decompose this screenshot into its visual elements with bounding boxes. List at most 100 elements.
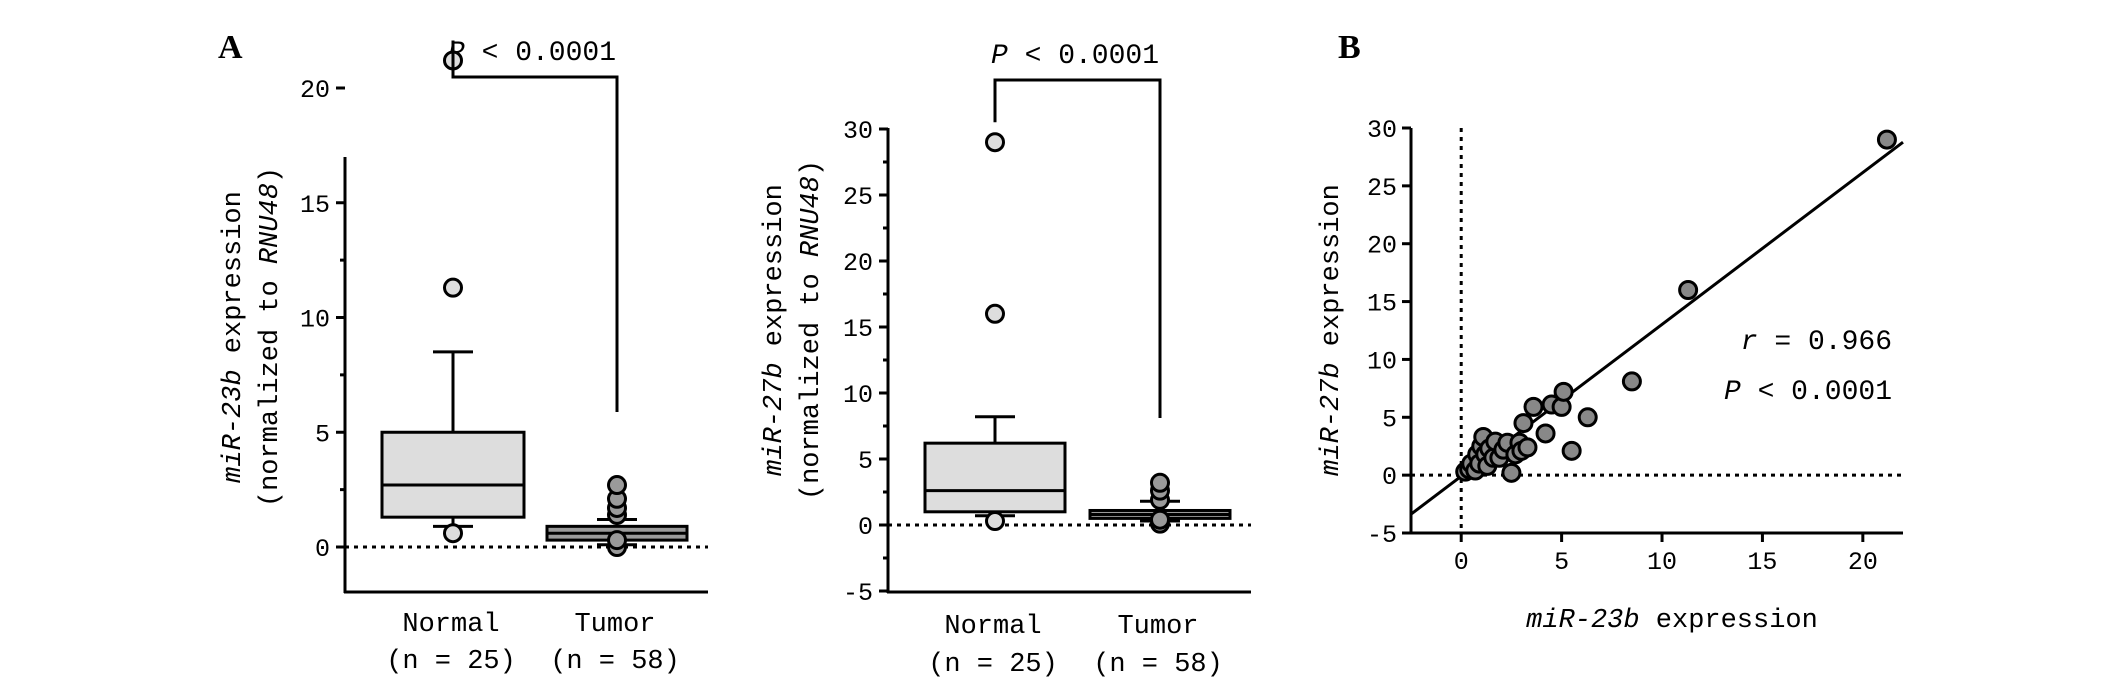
y-tick-label: -5 (843, 579, 873, 608)
x-tick-label: 15 (1747, 548, 1777, 577)
scatter-point (1535, 423, 1556, 444)
category-label-tumor: Tumor (1117, 612, 1198, 642)
y-tick-label: -5 (1367, 521, 1397, 550)
y-tick-label: 0 (1382, 463, 1397, 492)
mir27b-box-plot: miR-27b expression (normalized to RNU48)… (760, 41, 1251, 680)
scatter-point (1577, 407, 1598, 428)
y-tick-label: 5 (858, 447, 873, 476)
scatter-point (1553, 381, 1574, 402)
scatter-point (1621, 371, 1642, 392)
significance-label: P < 0.0001 (991, 41, 1159, 72)
y-axis-label-close: ) (256, 167, 286, 183)
y-axis-label: miR-23b expression (normalized to RNU48) (219, 167, 286, 507)
y-tick-label: 5 (315, 420, 330, 449)
y-axis-label-norm: (normalized to (797, 257, 827, 500)
outlier-point (985, 132, 1005, 153)
outlier-point (1150, 509, 1170, 530)
y-axis-label-text: expression (1317, 184, 1347, 362)
box-tumor (545, 475, 689, 557)
significance-p: P (991, 41, 1008, 72)
y-tick-label: 0 (858, 513, 873, 542)
interquartile-box (923, 441, 1067, 514)
panel-label-a: A (218, 29, 243, 66)
correlation-scatter-plot: miR-27b expression miR-23b expression r … (1317, 116, 1904, 636)
svg-text:miR-27b expression: miR-27b expression (760, 184, 790, 476)
y-tick-label: 15 (843, 315, 873, 344)
category-label-normal: Normal (402, 610, 499, 640)
outlier-point (443, 277, 463, 298)
significance-bracket (451, 40, 619, 412)
correlation-r-symbol: r (1741, 327, 1758, 358)
y-tick-label: 20 (300, 76, 330, 105)
scatter-point (1523, 396, 1544, 417)
y-tick-label: 5 (1382, 405, 1397, 434)
y-axis-label-text: expression (760, 184, 790, 362)
category-label-normal: Normal (944, 612, 1041, 642)
scatter-point (1561, 440, 1582, 461)
svg-text:(normalized to RNU48): (normalized to RNU48) (256, 167, 286, 507)
interquartile-box (380, 430, 526, 519)
category-n-tumor: (n = 58) (550, 647, 680, 677)
y-axis-label-gene: miR-27b (1317, 362, 1347, 475)
scatter-point (1876, 129, 1897, 150)
y-tick-label: 20 (1367, 232, 1397, 261)
y-axis-label-gene: miR-27b (760, 362, 790, 475)
box-tumor (1088, 472, 1232, 534)
x-tick-label: 5 (1554, 548, 1569, 577)
x-axis-label-text: expression (1640, 606, 1818, 636)
y-tick-label: 30 (1367, 116, 1397, 145)
significance-value: < 0.0001 (1008, 41, 1159, 72)
y-tick-label: 15 (1367, 290, 1397, 319)
category-n-normal: (n = 25) (386, 647, 516, 677)
mir23b-box-plot: miR-23b expression (normalized to RNU48)… (219, 38, 708, 677)
significance-label: P < 0.0001 (448, 38, 616, 69)
y-tick-label: 15 (300, 191, 330, 220)
svg-text:(normalized to RNU48): (normalized to RNU48) (797, 160, 827, 500)
x-axis-label: miR-23b expression (1526, 606, 1818, 636)
x-tick-label: 10 (1647, 548, 1677, 577)
panel-label-b: B (1338, 29, 1361, 66)
y-tick-label: 30 (843, 117, 873, 146)
significance-bracket (993, 78, 1162, 418)
y-tick-label: 25 (1367, 174, 1397, 203)
outlier-point (443, 523, 463, 544)
outlier-point (985, 511, 1005, 532)
category-n-tumor: (n = 58) (1093, 650, 1223, 680)
y-tick-label: 10 (843, 381, 873, 410)
scatter-point (1513, 413, 1534, 434)
y-tick-label: 20 (843, 249, 873, 278)
x-axis-label-gene: miR-23b (1526, 606, 1639, 636)
scatter-point (1678, 280, 1699, 300)
y-tick-label: 10 (1367, 347, 1397, 376)
x-tick-label: 20 (1848, 548, 1878, 577)
svg-text:miR-23b expression: miR-23b expression (219, 191, 249, 483)
y-axis-label-gene: miR-23b (219, 369, 249, 482)
y-axis-label: miR-27b expression (1317, 184, 1347, 476)
y-axis-label-ref: RNU48 (797, 176, 827, 257)
x-tick-label: 0 (1454, 548, 1469, 577)
y-axis-label-text: expression (219, 191, 249, 369)
y-axis-label-close: ) (797, 160, 827, 176)
outlier-point (607, 475, 627, 496)
category-n-normal: (n = 25) (928, 650, 1058, 680)
y-axis-label: miR-27b expression (normalized to RNU48) (760, 160, 827, 500)
correlation-r-label: r = 0.966 (1741, 327, 1892, 358)
outlier-point (607, 530, 627, 551)
outlier-point (1150, 472, 1170, 493)
box-normal (380, 50, 526, 544)
correlation-r-value: = 0.966 (1758, 327, 1892, 358)
y-tick-label: 0 (315, 535, 330, 564)
scatter-point (1501, 462, 1522, 483)
significance-value: < 0.0001 (465, 38, 616, 69)
category-label-tumor: Tumor (574, 610, 655, 640)
outlier-point (985, 303, 1005, 324)
box-normal (923, 132, 1067, 532)
correlation-p-symbol: P (1724, 377, 1741, 408)
y-tick-label: 25 (843, 183, 873, 212)
correlation-p-label: P < 0.0001 (1724, 377, 1892, 408)
y-axis-label-ref: RNU48 (256, 183, 286, 264)
scatter-point (1517, 437, 1538, 458)
y-axis-label-norm: (normalized to (256, 264, 286, 507)
y-tick-label: 10 (300, 306, 330, 335)
